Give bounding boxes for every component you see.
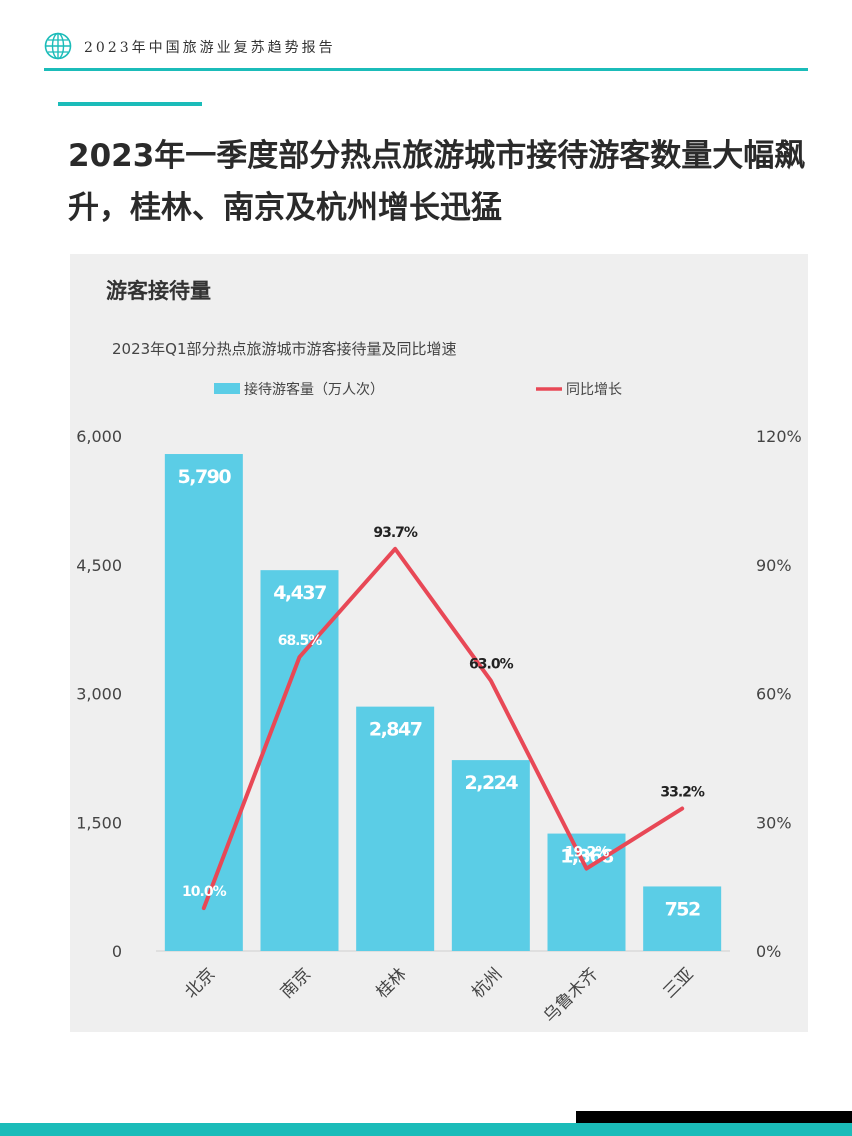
y-right-tick-label: 90% (756, 556, 792, 575)
y-left-tick-label: 3,000 (76, 685, 122, 704)
line-value-label: 10.0% (182, 884, 227, 900)
headline-accent-bar (58, 102, 202, 106)
x-tick-label: 三亚 (660, 964, 698, 1002)
x-tick-label: 杭州 (468, 964, 506, 1002)
legend-bar-label: 接待游客量（万人次） (244, 381, 384, 398)
footer-bar-dark (576, 1111, 852, 1123)
legend-bar-swatch (214, 383, 240, 394)
x-tick-label: 桂林 (373, 964, 411, 1002)
footer-bar-teal (0, 1123, 852, 1136)
x-tick-label: 南京 (277, 964, 315, 1002)
y-left-tick-label: 4,500 (76, 556, 122, 575)
header-divider (44, 68, 808, 71)
bar-value-label: 2,224 (465, 772, 519, 794)
x-tick-label: 北京 (181, 964, 219, 1002)
line-value-label: 93.7% (373, 525, 418, 541)
report-title: 2023年中国旅游业复苏趋势报告 (84, 40, 336, 56)
bar (356, 706, 435, 951)
bar (164, 454, 243, 951)
y-right-tick-label: 30% (756, 813, 792, 832)
combo-chart: 游客接待量 2023年Q1部分热点旅游城市游客接待量及同比增速接待游客量（万人次）… (76, 279, 802, 1027)
bar (451, 760, 530, 951)
y-left-tick-label: 0 (112, 942, 122, 961)
headline-line-1: 2023年一季度部分热点旅游城市接待游客数量大幅飙 (68, 138, 806, 174)
bar-value-label: 1,368 (560, 846, 614, 868)
y-right-tick-label: 120% (756, 427, 802, 446)
line-value-label: 19.2% (565, 845, 610, 861)
bar-value-label: 4,437 (273, 582, 326, 604)
line-value-label: 68.5% (278, 633, 323, 649)
line-value-label: 63.0% (469, 657, 514, 673)
y-right-tick-label: 60% (756, 685, 792, 704)
bar-value-label: 5,790 (178, 466, 232, 488)
globe-icon (44, 32, 72, 60)
bar-value-label: 2,847 (369, 719, 422, 741)
growth-line (201, 546, 685, 911)
chart-panel: 游客接待量 2023年Q1部分热点旅游城市游客接待量及同比增速接待游客量（万人次）… (70, 254, 808, 1032)
y-left-tick-label: 6,000 (76, 427, 122, 446)
bar (643, 886, 722, 951)
chart-title: 2023年Q1部分热点旅游城市游客接待量及同比增速 (112, 340, 457, 358)
legend-line-label: 同比增长 (566, 382, 622, 398)
page-headline: 2023年一季度部分热点旅游城市接待游客数量大幅飙 升，桂林、南京及杭州增长迅猛 (68, 130, 828, 234)
line-value-label: 33.2% (660, 785, 705, 801)
x-tick-label: 乌鲁木齐 (540, 964, 602, 1026)
y-left-tick-label: 1,500 (76, 813, 122, 832)
headline-line-2: 升，桂林、南京及杭州增长迅猛 (68, 190, 502, 226)
bar (260, 570, 339, 951)
panel-label: 游客接待量 (106, 279, 211, 303)
y-right-tick-label: 0% (756, 942, 781, 961)
bar-value-label: 752 (665, 898, 700, 920)
